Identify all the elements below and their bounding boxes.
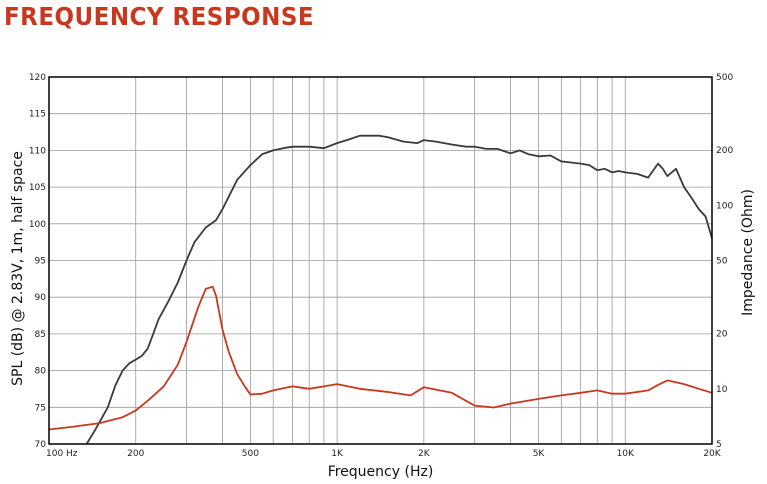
chart-title: FREQUENCY RESPONSE	[4, 2, 315, 31]
x-tick-label: 200	[127, 449, 144, 459]
y-tick-label-left: 70	[35, 440, 47, 450]
y-tick-label-right: 10	[716, 385, 728, 395]
x-axis-label: Frequency (Hz)	[328, 464, 434, 480]
y-tick-label-left: 105	[29, 183, 46, 193]
impedance-curve	[48, 285, 713, 431]
x-tick-label: 10K	[617, 449, 635, 459]
y-tick-label-left: 80	[35, 367, 47, 377]
x-tick-label: 5K	[533, 449, 546, 459]
x-tick-label: 1K	[331, 449, 344, 459]
x-tick-label: 20K	[703, 449, 721, 459]
y-tick-label-left: 90	[35, 293, 47, 303]
y-tick-label-left: 100	[29, 220, 46, 230]
plot-frame	[48, 76, 713, 445]
x-tick-label: 2K	[418, 449, 431, 459]
spl-curve	[85, 134, 713, 445]
tick-labels: 100 Hz 200 500 1K 2K 5K 10K 20K 70 75 80 85 90 95 100 1…	[29, 73, 734, 459]
x-tick-label: 500	[242, 449, 259, 459]
y-tick-label-left: 115	[29, 110, 46, 120]
y-axis-label-right: Impedance (Ohm)	[740, 189, 756, 316]
y-tick-label-left: 110	[29, 146, 46, 156]
y-tick-label-right: 200	[716, 146, 733, 156]
y-tick-label-right: 20	[716, 330, 728, 340]
y-tick-label-right: 500	[716, 73, 733, 83]
grid-lines	[49, 77, 712, 444]
y-tick-label-right: 5	[716, 440, 722, 450]
y-tick-label-left: 75	[35, 403, 46, 413]
x-tick-label: 100 Hz	[46, 449, 78, 459]
y-tick-label-right: 50	[716, 257, 728, 267]
y-axis-label-left: SPL (dB) @ 2.83V, 1m, half space	[10, 151, 26, 386]
y-tick-label-right: 100	[716, 201, 733, 211]
y-tick-label-left: 95	[35, 257, 46, 267]
y-tick-label-left: 120	[29, 73, 46, 83]
curves	[48, 134, 713, 445]
y-tick-label-left: 85	[35, 330, 46, 340]
